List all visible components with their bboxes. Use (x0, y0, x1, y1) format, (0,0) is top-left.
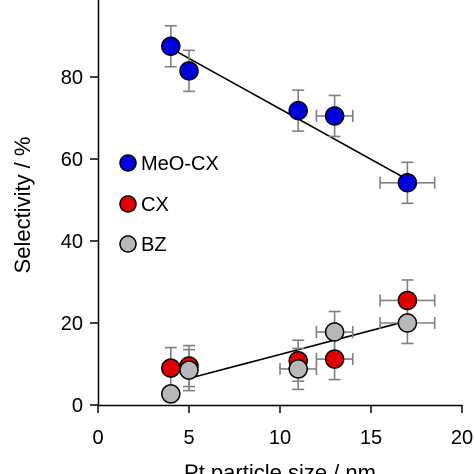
cx-point (397, 290, 418, 311)
x-tick-label: 10 (269, 427, 291, 449)
meo-cx-point (324, 106, 345, 126)
bz-point (179, 360, 199, 380)
y-tick-label: 40 (61, 231, 83, 253)
axis-ticks: 0 5 10 15 20 0 20 40 60 80 (61, 67, 473, 449)
x-tick-label: 5 (183, 427, 194, 449)
cx-point (324, 349, 345, 369)
bz-point (324, 322, 345, 342)
cx-point (161, 358, 181, 378)
y-tick-label: 0 (72, 395, 83, 417)
bz-point (161, 384, 181, 404)
y-tick-label: 80 (61, 67, 83, 89)
legend-label-cx: CX (141, 194, 169, 216)
legend-label-meo-cx: MeO-CX (141, 153, 219, 175)
bz-point (288, 359, 308, 379)
y-tick-label: 20 (61, 313, 83, 335)
legend-label-bz: BZ (141, 234, 167, 256)
meo-cx-point (161, 36, 181, 56)
legend-marker-bz (119, 235, 137, 253)
legend-marker-meo-cx (119, 154, 137, 172)
y-axis-title: Selectivity / % (10, 137, 35, 274)
x-tick-label: 20 (451, 427, 473, 449)
y-tick-label: 60 (61, 149, 83, 171)
legend: MeO-CX CX BZ (119, 153, 219, 256)
meo-cx-point (397, 173, 418, 193)
plot-area (161, 24, 436, 404)
legend-marker-cx (119, 195, 137, 213)
meo-cx-point (179, 61, 199, 81)
bz-point (397, 313, 418, 333)
x-axis-title: Pt particle size / nm (184, 460, 376, 474)
x-tick-label: 15 (360, 427, 382, 449)
x-tick-label: 0 (92, 427, 103, 449)
meo-cx-point (288, 100, 308, 121)
